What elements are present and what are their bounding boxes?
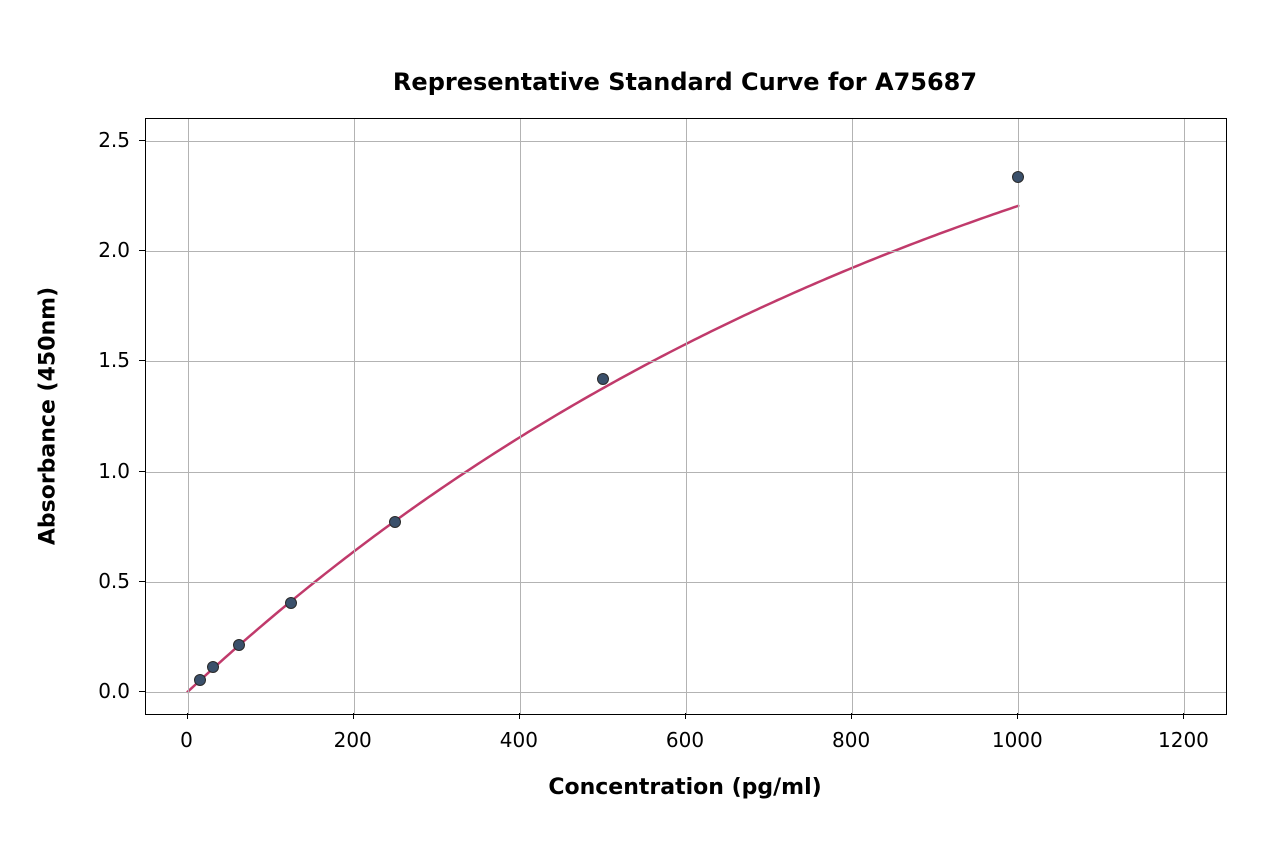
grid-horizontal	[146, 472, 1226, 473]
y-tick	[139, 471, 145, 472]
grid-vertical	[1184, 119, 1185, 714]
y-tick	[139, 691, 145, 692]
y-tick-label: 1.0	[98, 459, 130, 483]
x-tick-label: 1000	[992, 728, 1043, 752]
x-tick	[851, 713, 852, 719]
x-tick-label: 800	[832, 728, 870, 752]
data-point	[207, 661, 219, 673]
x-tick-label: 1200	[1158, 728, 1209, 752]
y-tick-label: 0.0	[98, 679, 130, 703]
plot-area	[145, 118, 1227, 715]
data-point	[389, 516, 401, 528]
grid-horizontal	[146, 141, 1226, 142]
x-tick	[1183, 713, 1184, 719]
data-point	[1012, 171, 1024, 183]
x-tick-label: 0	[180, 728, 193, 752]
grid-vertical	[354, 119, 355, 714]
x-tick-label: 200	[334, 728, 372, 752]
y-tick	[139, 581, 145, 582]
data-point	[194, 674, 206, 686]
grid-vertical	[520, 119, 521, 714]
grid-vertical	[1018, 119, 1019, 714]
chart-figure: Representative Standard Curve for A75687…	[0, 0, 1280, 845]
data-point	[597, 373, 609, 385]
grid-vertical	[188, 119, 189, 714]
chart-title: Representative Standard Curve for A75687	[393, 68, 977, 96]
y-tick-label: 0.5	[98, 569, 130, 593]
x-tick	[1017, 713, 1018, 719]
x-tick-label: 600	[666, 728, 704, 752]
y-tick-label: 2.0	[98, 238, 130, 262]
x-tick	[353, 713, 354, 719]
grid-horizontal	[146, 692, 1226, 693]
x-tick-label: 400	[500, 728, 538, 752]
grid-horizontal	[146, 361, 1226, 362]
x-tick	[519, 713, 520, 719]
curve-path	[188, 206, 1019, 692]
x-tick	[685, 713, 686, 719]
y-tick-label: 1.5	[98, 348, 130, 372]
x-tick	[187, 713, 188, 719]
grid-vertical	[686, 119, 687, 714]
grid-horizontal	[146, 251, 1226, 252]
data-point	[285, 597, 297, 609]
x-axis-label: Concentration (pg/ml)	[548, 775, 821, 800]
grid-horizontal	[146, 582, 1226, 583]
y-tick	[139, 140, 145, 141]
y-tick-label: 2.5	[98, 128, 130, 152]
y-tick	[139, 250, 145, 251]
y-tick	[139, 360, 145, 361]
y-axis-label: Absorbance (450nm)	[36, 286, 61, 544]
grid-vertical	[852, 119, 853, 714]
data-point	[233, 639, 245, 651]
